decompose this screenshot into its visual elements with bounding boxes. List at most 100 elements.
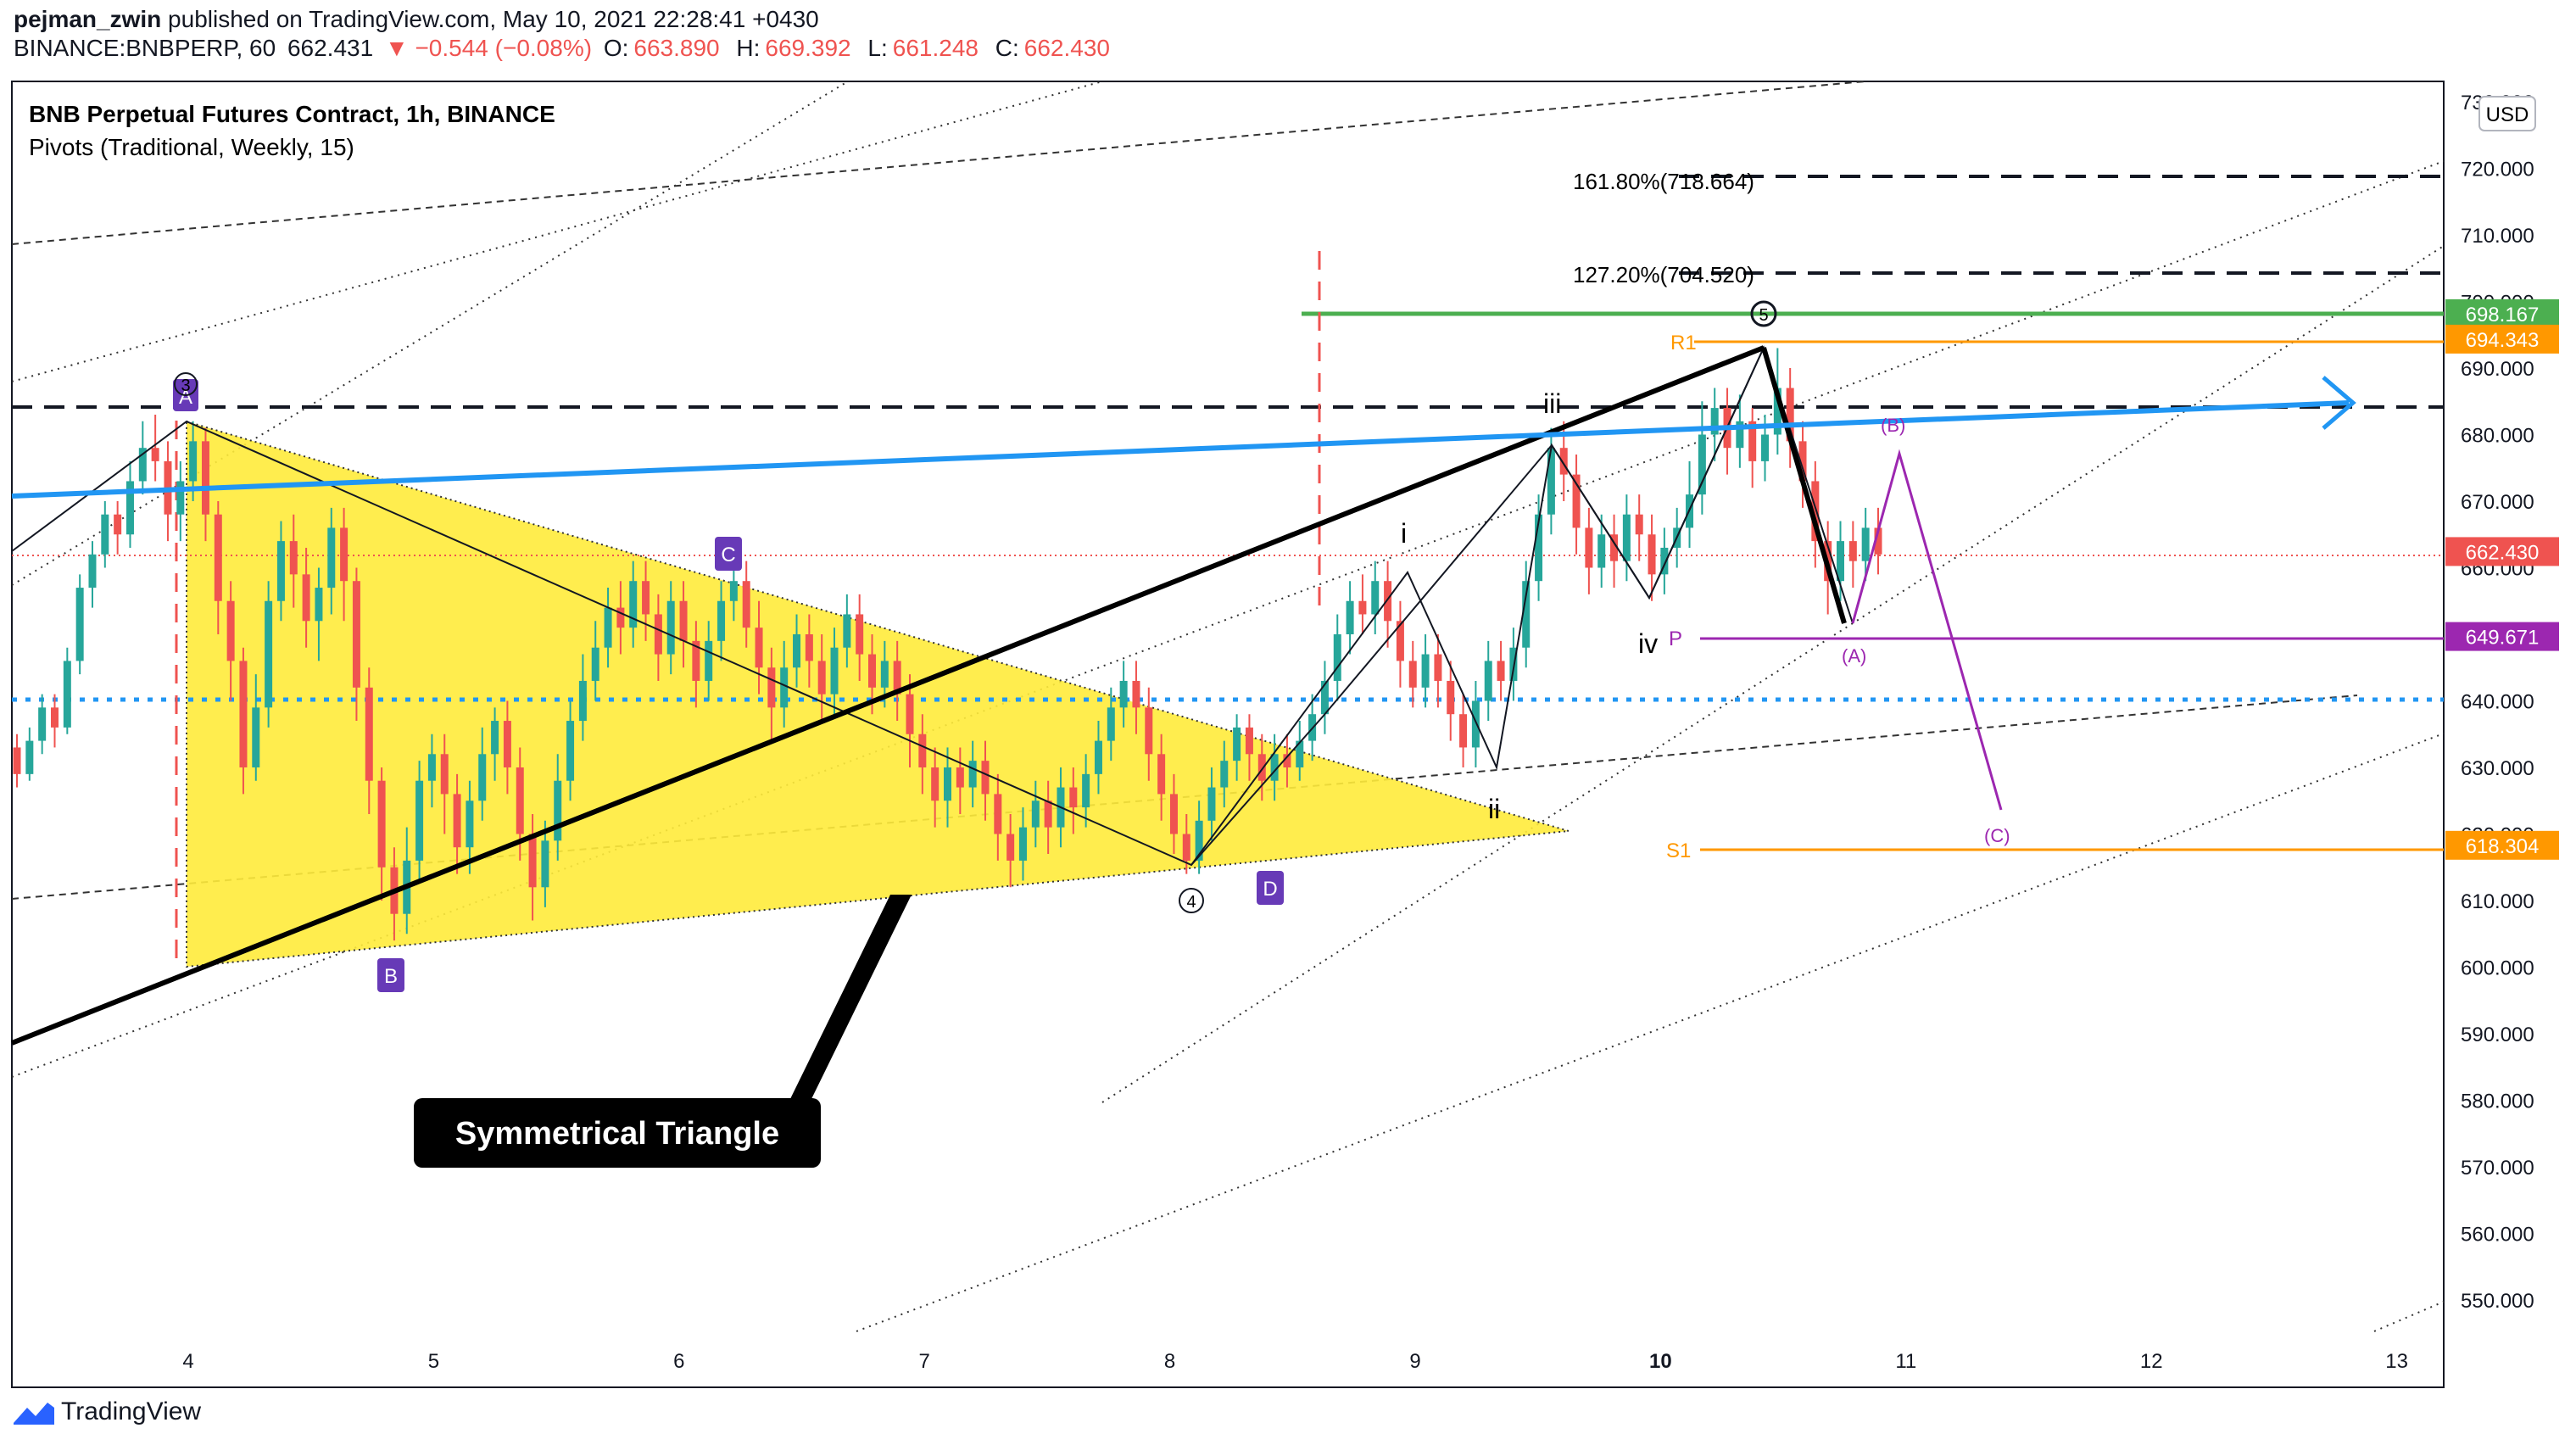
candle xyxy=(604,588,612,668)
dotted-channel-5 xyxy=(856,733,2445,1332)
author-name[interactable]: pejman_zwin xyxy=(14,6,162,32)
candle xyxy=(1044,780,1052,855)
candle xyxy=(478,727,487,821)
chart-annotations: 161.80%(718.664) 127.20%(704.520) R1 P S… xyxy=(29,96,2536,1168)
candle-body xyxy=(554,780,562,841)
candle xyxy=(830,628,839,715)
candle xyxy=(705,621,713,701)
candle-body xyxy=(616,607,625,628)
candle xyxy=(151,414,159,482)
circled-label-4: 4 xyxy=(1179,888,1204,913)
candle xyxy=(1861,507,1870,582)
candle xyxy=(302,547,310,648)
time-tick-label: 5 xyxy=(428,1350,439,1373)
footer-brand[interactable]: TradingView xyxy=(14,1397,201,1426)
candle xyxy=(38,694,47,755)
candle xyxy=(1320,661,1329,734)
candle-body xyxy=(1848,541,1857,561)
candle xyxy=(1220,740,1229,808)
candle xyxy=(692,621,700,708)
fib-127-label: 127.20%(704.520) xyxy=(1573,262,1754,287)
candle-body xyxy=(729,581,738,601)
candle xyxy=(1082,754,1090,828)
price-labels: 698.167 694.343 662.430 649.671 618.304 xyxy=(2445,298,2559,860)
candle xyxy=(365,667,373,814)
time-axis[interactable]: 4 5 6 7 8 9 10 11 12 13 xyxy=(182,1350,2408,1373)
candle xyxy=(1421,634,1430,708)
currency-label: USD xyxy=(2486,103,2529,126)
candle-body xyxy=(302,574,310,622)
time-tick-label: 6 xyxy=(673,1350,684,1373)
time-tick-label: 13 xyxy=(2385,1350,2408,1373)
price-axis[interactable]: 550.000 560.000 570.000 580.000 590.000 600.0… xyxy=(2461,92,2534,1313)
circled-label-4-text: 4 xyxy=(1186,893,1196,912)
candle xyxy=(1874,507,1882,575)
candle xyxy=(591,621,599,701)
candle xyxy=(805,614,813,688)
candle-body xyxy=(340,527,348,582)
candle xyxy=(377,767,386,901)
candle xyxy=(1660,527,1669,594)
candle-body xyxy=(1384,581,1392,622)
candle xyxy=(1107,687,1115,761)
candle xyxy=(1597,514,1606,589)
circled-label-4-ring xyxy=(1179,888,1204,913)
candle-body xyxy=(642,581,650,615)
triangle-callout-box[interactable] xyxy=(414,1098,821,1168)
candle-body xyxy=(1773,388,1781,435)
price-axis-badge: 698.167 xyxy=(2445,298,2559,328)
price-tick-label: 680.000 xyxy=(2461,425,2534,448)
candle xyxy=(1786,368,1794,468)
candle xyxy=(276,521,285,622)
candle-body xyxy=(591,647,599,681)
candle-body xyxy=(1710,408,1719,435)
candle xyxy=(125,460,134,548)
candle-body xyxy=(88,554,97,589)
dotted-channel-4 xyxy=(1101,245,2445,1103)
candle-body xyxy=(1786,388,1794,442)
candle-body xyxy=(1861,527,1870,561)
candle-body xyxy=(654,614,662,655)
callout-pointer xyxy=(789,895,912,1102)
candle-body xyxy=(742,581,750,628)
candle-body xyxy=(1408,661,1417,688)
candle-body xyxy=(629,581,638,628)
price-axis-badge-text: 698.167 xyxy=(2466,304,2540,326)
close-label: C: xyxy=(995,35,1019,61)
candle-body xyxy=(1245,727,1253,755)
candle-body xyxy=(666,600,675,655)
candle-body xyxy=(1660,547,1669,575)
pattern-label-b: B xyxy=(377,958,404,992)
candle-body xyxy=(1132,680,1140,708)
primary-black-trendline xyxy=(10,345,1765,1046)
candle xyxy=(1798,421,1807,508)
candle xyxy=(1572,455,1581,555)
candle-body xyxy=(201,441,209,515)
candle-body xyxy=(138,448,147,482)
price-axis-badge-text: 649.671 xyxy=(2466,627,2540,650)
candle xyxy=(1837,521,1845,601)
candle-body xyxy=(1497,661,1505,681)
footer-brand-text: TradingView xyxy=(61,1397,202,1425)
candle-body xyxy=(843,614,851,648)
currency-badge[interactable] xyxy=(2478,96,2536,131)
ohlc-row: BINANCE:BNBPERP, 60 662.431 ▼ −0.544 (−0… xyxy=(14,34,1120,63)
legend-indicator[interactable]: Pivots (Traditional, Weekly, 15) xyxy=(29,134,354,160)
candle xyxy=(340,507,348,622)
candle-body xyxy=(252,707,260,767)
price-tick-label: 720.000 xyxy=(2461,159,2534,181)
candle xyxy=(578,654,587,741)
candle xyxy=(176,460,185,542)
legend-title[interactable]: BNB Perpetual Futures Contract, 1h, BINA… xyxy=(29,101,555,127)
price-tick-label: 670.000 xyxy=(2461,491,2534,514)
candle xyxy=(843,594,851,668)
fib-161-label: 161.80%(718.664) xyxy=(1573,169,1754,194)
blue-arrow-head-icon xyxy=(2322,376,2356,430)
candle xyxy=(956,747,964,814)
time-tick-label: 12 xyxy=(2140,1350,2163,1373)
candle-body xyxy=(125,481,134,535)
candle xyxy=(1522,561,1531,668)
wave-iii-label: iii xyxy=(1543,388,1561,419)
candle xyxy=(1396,600,1404,688)
